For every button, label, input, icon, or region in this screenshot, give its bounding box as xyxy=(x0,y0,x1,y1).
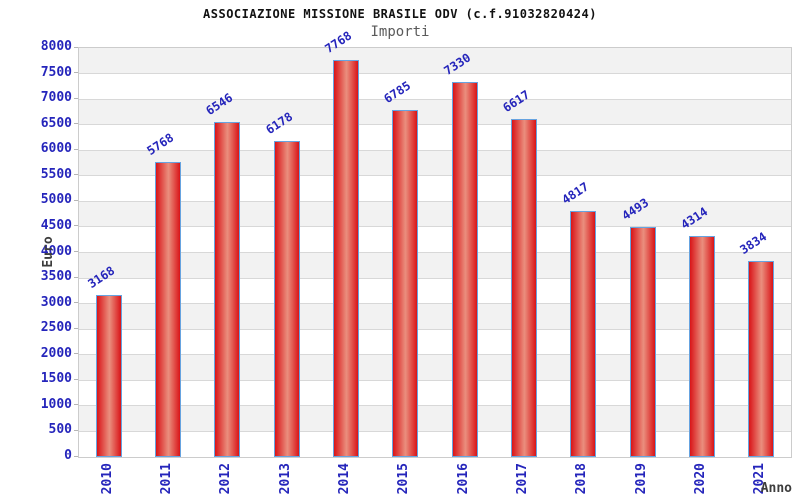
y-tick-mark xyxy=(74,276,78,278)
background-band xyxy=(79,201,791,227)
y-tick-label: 5000 xyxy=(40,192,72,208)
y-tick-mark xyxy=(74,429,78,431)
y-axis-title: Euro xyxy=(41,236,56,268)
y-tick-mark xyxy=(74,174,78,176)
gridline xyxy=(79,430,791,432)
y-tick-label: 8000 xyxy=(40,39,72,54)
y-tick-mark xyxy=(74,378,78,380)
gridline xyxy=(79,379,791,381)
gridline xyxy=(79,73,791,75)
bar-2013 xyxy=(273,141,300,457)
y-tick-label: 1500 xyxy=(40,371,72,387)
y-tick-label: 500 xyxy=(48,422,72,438)
y-tick-label: 4500 xyxy=(40,217,72,233)
gridline xyxy=(79,124,791,126)
gridline xyxy=(79,277,791,279)
y-tick-mark xyxy=(74,404,78,406)
y-tick-mark xyxy=(74,251,78,252)
y-tick-mark xyxy=(74,97,78,99)
bar-2020 xyxy=(689,236,715,457)
gridline xyxy=(79,354,791,356)
y-tick-label: 6000 xyxy=(40,141,72,157)
y-tick-mark xyxy=(74,353,78,355)
y-tick-label: 7000 xyxy=(40,90,72,106)
bar-2015 xyxy=(392,110,419,457)
x-tick-label-2016: 2016 xyxy=(455,463,471,495)
gridline xyxy=(79,98,791,100)
y-tick-mark xyxy=(74,199,78,201)
bar-2016 xyxy=(451,82,478,457)
y-tick-mark xyxy=(74,148,78,150)
bar-2010 xyxy=(95,295,122,457)
bar-2021 xyxy=(748,261,775,457)
gridline xyxy=(79,149,791,151)
background-band xyxy=(79,99,791,125)
bar-2019 xyxy=(629,227,656,457)
bar-2011 xyxy=(155,162,181,457)
bar-2014 xyxy=(333,59,359,457)
gridline xyxy=(79,175,791,177)
bar-2018 xyxy=(570,210,597,457)
x-tick-label-2013: 2013 xyxy=(277,463,293,495)
y-tick-mark xyxy=(74,72,78,74)
x-tick-label-2019: 2019 xyxy=(633,463,649,495)
y-tick-mark xyxy=(74,327,78,329)
x-tick-label-2011: 2011 xyxy=(159,463,174,495)
x-tick-label-2014: 2014 xyxy=(337,463,352,495)
background-band xyxy=(79,252,791,279)
x-axis-title: Anno xyxy=(760,481,792,496)
y-tick-label: 2000 xyxy=(40,345,72,361)
y-tick-label: 6500 xyxy=(40,115,72,131)
bar-2017 xyxy=(511,118,537,457)
y-tick-mark xyxy=(74,302,78,304)
background-band xyxy=(79,48,791,74)
y-tick-label: 3000 xyxy=(40,294,72,310)
y-tick-label: 5500 xyxy=(40,166,72,182)
x-tick-label-2015: 2015 xyxy=(396,463,412,495)
x-tick-label-2012: 2012 xyxy=(218,463,234,495)
y-tick-mark xyxy=(74,225,78,227)
y-tick-label: 4000 xyxy=(40,243,72,259)
y-tick-mark xyxy=(74,123,78,125)
y-tick-mark xyxy=(74,455,78,457)
gridline xyxy=(79,226,791,228)
background-band xyxy=(79,405,791,432)
x-tick-label-2018: 2018 xyxy=(574,463,590,495)
x-tick-label-2017: 2017 xyxy=(515,463,530,495)
gridline xyxy=(79,200,791,202)
y-tick-label: 0 xyxy=(64,448,72,463)
bar-2012 xyxy=(214,122,241,457)
y-tick-label: 3500 xyxy=(40,269,72,285)
background-band xyxy=(79,150,791,176)
x-tick-label-2010: 2010 xyxy=(99,463,115,495)
chart-title: ASSOCIAZIONE MISSIONE BRASILE ODV (c.f.9… xyxy=(203,7,597,21)
chart-plot-area: 3168 5768 6546 6178 7768 6785 7330 6617 4817 4493… xyxy=(78,28,792,458)
y-tick-label: 2500 xyxy=(40,320,72,336)
background-band xyxy=(79,354,791,381)
y-tick-label: 1000 xyxy=(40,396,72,412)
gridline xyxy=(79,405,791,407)
y-tick-mark xyxy=(74,46,78,48)
gridline xyxy=(79,328,791,330)
y-tick-label: 7500 xyxy=(40,64,72,80)
background-band xyxy=(79,303,791,330)
gridline xyxy=(79,252,791,253)
chart-subtitle: Importi xyxy=(370,24,430,40)
x-tick-label-2020: 2020 xyxy=(693,463,708,495)
gridline xyxy=(79,303,791,305)
